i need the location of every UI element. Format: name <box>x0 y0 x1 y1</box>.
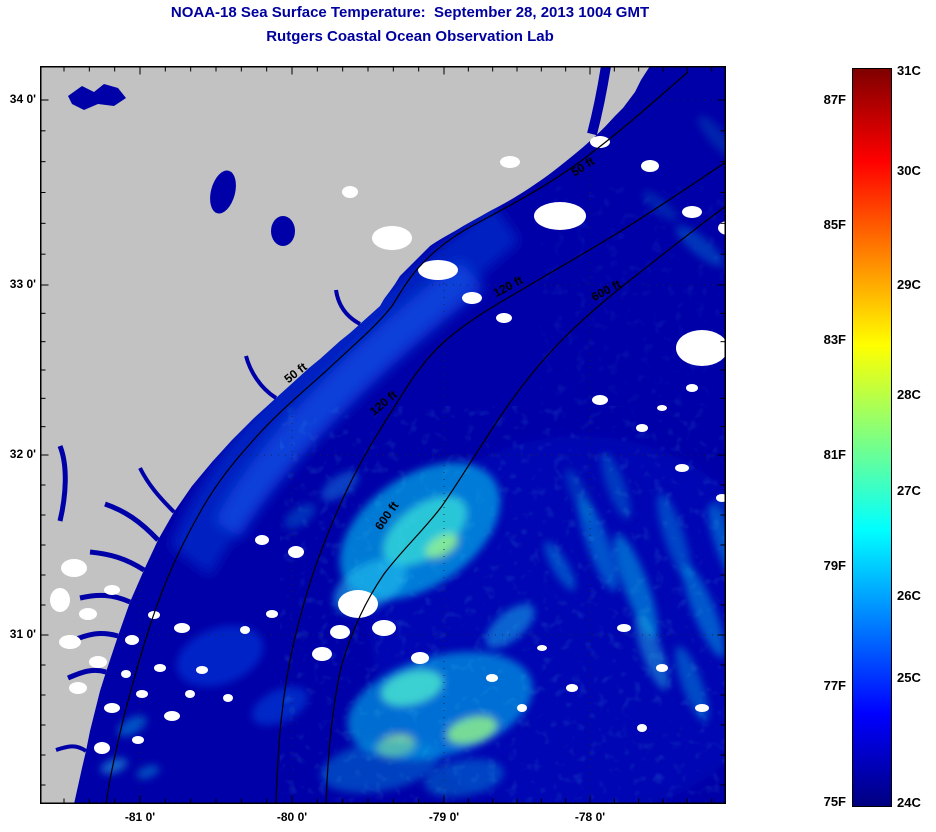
inland-water <box>55 66 611 753</box>
y-axis-label-31: 31 0' <box>9 627 36 641</box>
cloud-patch <box>164 711 180 721</box>
cloud-patch <box>196 666 208 674</box>
cloud-patch <box>636 424 648 432</box>
y-axis-label-34: 34 0' <box>9 92 36 106</box>
cloud-patch <box>462 292 482 304</box>
colorbar-f-label: 83F <box>823 332 846 347</box>
colorbar <box>852 68 892 807</box>
cloud-patch <box>125 635 139 645</box>
cloud-patch <box>590 136 610 148</box>
cloud-patch <box>89 656 107 668</box>
axis-ticks <box>41 67 725 803</box>
cloud-patch <box>312 647 332 661</box>
cloud-patch <box>695 704 709 712</box>
cloud-patch <box>330 625 350 639</box>
cloud-patch <box>372 620 396 636</box>
colorbar-c-label: 24C <box>897 795 921 810</box>
cloud-patch <box>174 623 190 633</box>
cloud-patch <box>121 670 131 678</box>
cloud-patch <box>104 585 120 595</box>
map-area: 50 ft 120 ft 600 ft 50 ft 120 ft 600 ft <box>40 66 726 804</box>
cloud-patch <box>682 206 702 218</box>
land-layer <box>40 66 650 804</box>
y-axis-label-32: 32 0' <box>9 447 36 461</box>
cloud-patch <box>104 703 120 713</box>
cloud-patch <box>69 682 87 694</box>
sst-map-svg: 50 ft 120 ft 600 ft 50 ft 120 ft 600 ft <box>40 66 726 804</box>
axes-frame <box>40 66 726 804</box>
sst-warm-patch <box>117 715 147 737</box>
cloud-patch <box>657 405 667 411</box>
cloud-patch <box>132 736 144 744</box>
sst-warm-patch <box>100 757 128 775</box>
cloud-patch <box>59 635 81 649</box>
colorbar-f-label: 79F <box>823 558 846 573</box>
cloud-patch <box>592 395 608 405</box>
colorbar-c-label: 31C <box>897 63 921 78</box>
x-axis-label-78: -78 0' <box>574 810 606 824</box>
cloud-patch <box>637 724 647 732</box>
colorbar-f-label: 85F <box>823 217 846 232</box>
cloud-patch <box>94 742 110 754</box>
colorbar-f-label: 75F <box>823 794 846 809</box>
cloud-patch <box>342 186 358 198</box>
contour-600ft <box>325 205 726 804</box>
contour-50ft <box>105 71 689 804</box>
cloud-patch <box>486 674 498 682</box>
cloud-patch <box>534 202 586 230</box>
figure-title: NOAA-18 Sea Surface Temperature: Septemb… <box>170 4 650 21</box>
colorbar-f-label: 87F <box>823 92 846 107</box>
colorbar-c-label: 29C <box>897 277 921 292</box>
cloud-patch <box>641 160 659 172</box>
contour-layer <box>105 71 726 804</box>
colorbar-f-label: 81F <box>823 447 846 462</box>
cloud-layer <box>50 136 726 754</box>
cloud-patch <box>566 684 578 692</box>
cloud-patch <box>136 690 148 698</box>
cloud-patch <box>716 494 726 502</box>
x-axis-label-79: -79 0' <box>428 810 460 824</box>
cloud-patch <box>411 652 429 664</box>
sst-warm-patch <box>136 765 160 779</box>
y-axis-label-33: 33 0' <box>9 277 36 291</box>
cloud-patch <box>676 330 726 366</box>
cloud-patch <box>517 704 527 712</box>
cloud-patch <box>79 608 97 620</box>
cloud-patch <box>50 588 70 612</box>
colorbar-c-label: 25C <box>897 670 921 685</box>
colorbar-f-label: 77F <box>823 678 846 693</box>
colorbar-c-label: 26C <box>897 588 921 603</box>
cloud-patch <box>240 626 250 634</box>
cloud-patch <box>500 156 520 168</box>
cloud-patch <box>61 559 87 577</box>
cloud-patch <box>686 384 698 392</box>
cloud-patch <box>718 221 726 235</box>
contour-120ft <box>275 161 726 804</box>
figure-subtitle: Rutgers Coastal Ocean Observation Lab <box>266 28 554 45</box>
cloud-patch <box>154 664 166 672</box>
cloud-patch <box>372 226 412 250</box>
x-axis-label-81: -81 0' <box>124 810 156 824</box>
x-axis-label-80: -80 0' <box>276 810 308 824</box>
cloud-patch <box>266 610 278 618</box>
cloud-patch <box>617 624 631 632</box>
cloud-patch <box>418 260 458 280</box>
cloud-patch <box>537 645 547 651</box>
cloud-patch <box>496 313 512 323</box>
cloud-patch <box>338 590 378 618</box>
cloud-patch <box>223 694 233 702</box>
colorbar-c-label: 28C <box>897 387 921 402</box>
cloud-patch <box>288 546 304 558</box>
colorbar-c-label: 30C <box>897 163 921 178</box>
colorbar-c-label: 27C <box>897 483 921 498</box>
cloud-patch <box>255 535 269 545</box>
cloud-patch <box>656 664 668 672</box>
cloud-patch <box>185 690 195 698</box>
cloud-patch <box>675 464 689 472</box>
